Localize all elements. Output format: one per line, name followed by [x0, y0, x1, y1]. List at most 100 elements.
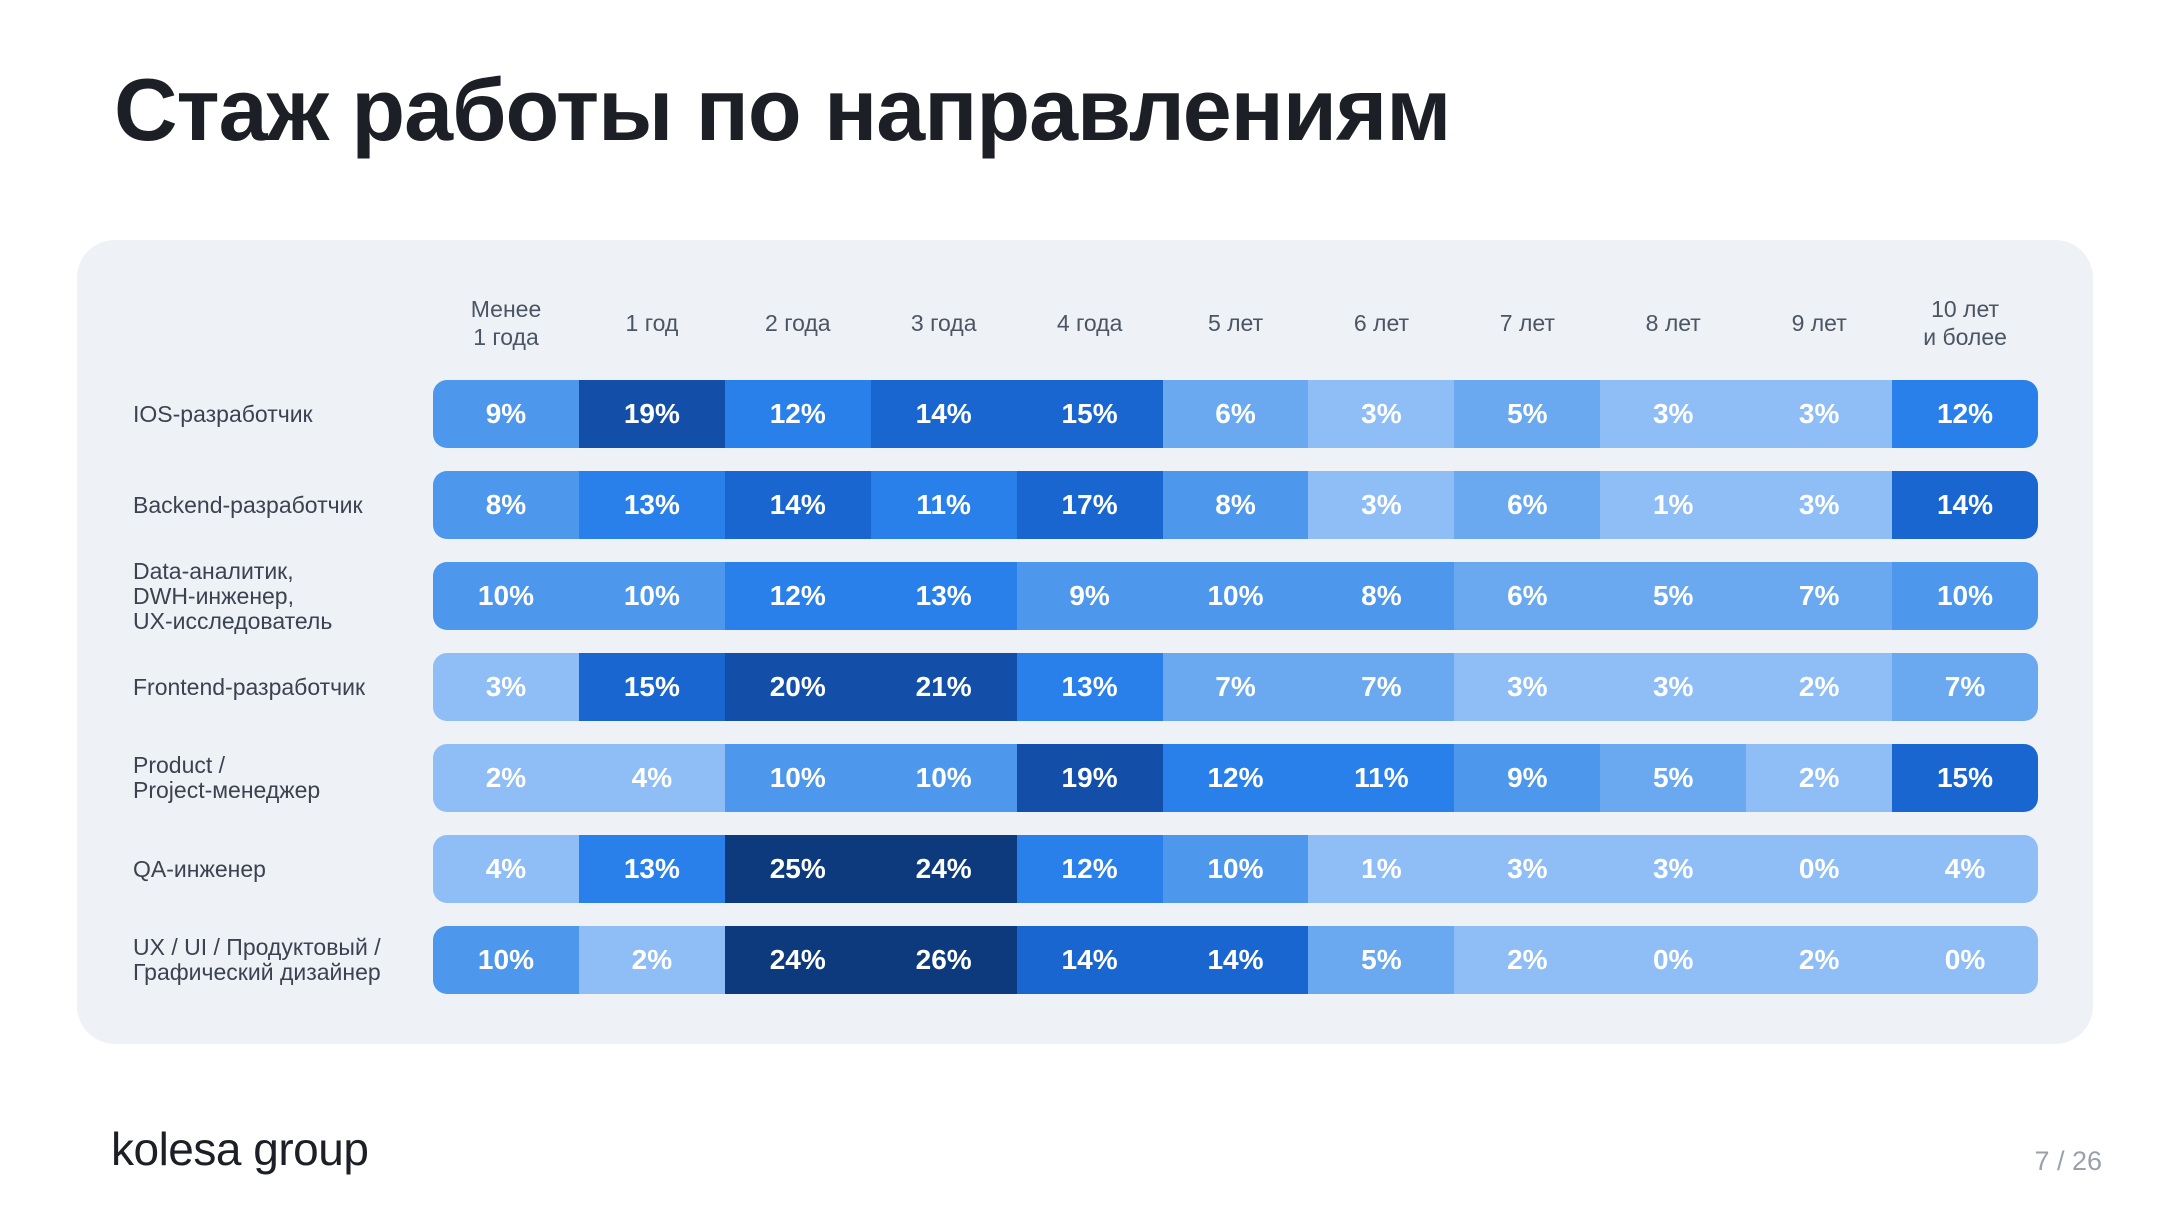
heatmap-cell: 15%	[1016, 380, 1163, 448]
heatmap-cell: 3%	[1600, 835, 1747, 903]
heatmap-row: 9% 19% 12% 14% 15% 6% 3% 5% 3% 3% 12%	[433, 380, 2038, 448]
heatmap-cell: 24%	[724, 926, 871, 994]
heatmap-cell: 3%	[1308, 471, 1455, 539]
heatmap-cell: 10%	[724, 744, 871, 812]
heatmap-cell: 14%	[724, 471, 871, 539]
row-label: UX / UI / Продуктовый / Графический диза…	[133, 934, 381, 985]
heatmap-cell: 8%	[1308, 562, 1455, 630]
heatmap-cell: 11%	[1308, 744, 1455, 812]
column-header: 10 лет и более	[1923, 296, 2007, 350]
heatmap-cell: 19%	[1016, 744, 1163, 812]
heatmap-cell: 5%	[1600, 562, 1747, 630]
heatmap-cell: 4%	[1892, 835, 2038, 903]
heatmap-cell: 19%	[578, 380, 725, 448]
heatmap-row: 10% 10% 12% 13% 9% 10% 8% 6% 5% 7% 10%	[433, 562, 2038, 630]
heatmap-cell: 1%	[1308, 835, 1455, 903]
heatmap-cell: 3%	[1746, 471, 1893, 539]
heatmap-cell: 0%	[1892, 926, 2038, 994]
heatmap-cell: 12%	[724, 562, 871, 630]
heatmap-cell: 14%	[1892, 471, 2038, 539]
page-title: Стаж работы по направлениям	[114, 60, 1451, 159]
heatmap-cell: 2%	[1454, 926, 1601, 994]
heatmap-cell: 3%	[1308, 380, 1455, 448]
heatmap-cell: 20%	[724, 653, 871, 721]
heatmap-cell: 3%	[1600, 380, 1747, 448]
column-header: 9 лет	[1791, 310, 1847, 336]
heatmap-cell: 3%	[1454, 653, 1601, 721]
column-header: 1 год	[625, 310, 679, 336]
heatmap-cell: 13%	[578, 471, 725, 539]
heatmap-cell: 14%	[1162, 926, 1309, 994]
heatmap-cell: 2%	[433, 744, 579, 812]
row-label: Backend-разработчик	[133, 491, 363, 518]
row-label: QA-инженер	[133, 855, 266, 882]
heatmap-cell: 21%	[870, 653, 1017, 721]
heatmap-cell: 12%	[1892, 380, 2038, 448]
heatmap-cell: 6%	[1454, 562, 1601, 630]
column-header: 4 года	[1056, 310, 1123, 336]
heatmap-cell: 1%	[1600, 471, 1747, 539]
heatmap-cell: 7%	[1892, 653, 2038, 721]
heatmap-cell: 17%	[1016, 471, 1163, 539]
heatmap-cell: 2%	[1746, 653, 1893, 721]
heatmap-cell: 10%	[870, 744, 1017, 812]
heatmap-cell: 0%	[1746, 835, 1893, 903]
heatmap-cell: 8%	[1162, 471, 1309, 539]
heatmap-cell: 15%	[578, 653, 725, 721]
heatmap-cell: 6%	[1454, 471, 1601, 539]
heatmap-cell: 10%	[433, 926, 579, 994]
heatmap-cell: 3%	[1454, 835, 1601, 903]
heatmap-cell: 12%	[724, 380, 871, 448]
heatmap-cell: 6%	[1162, 380, 1309, 448]
page-counter: 7 / 26	[2034, 1146, 2102, 1176]
heatmap-cell: 8%	[433, 471, 579, 539]
heatmap-cell: 25%	[724, 835, 871, 903]
heatmap-row: 8% 13% 14% 11% 17% 8% 3% 6% 1% 3% 14%	[433, 471, 2038, 539]
heatmap-cell: 12%	[1162, 744, 1309, 812]
heatmap-row: 4% 13% 25% 24% 12% 10% 1% 3% 3% 0% 4%	[433, 835, 2038, 903]
heatmap-cell: 9%	[1016, 562, 1163, 630]
row-label: Data-аналитик, DWH-инженер, UX-исследова…	[133, 557, 333, 634]
column-header: 5 лет	[1207, 310, 1264, 336]
heatmap-cell: 4%	[578, 744, 725, 812]
column-header: 3 года	[910, 310, 977, 336]
row-label: Frontend-разработчик	[133, 673, 366, 700]
heatmap-cell: 11%	[870, 471, 1017, 539]
heatmap-cell: 10%	[1892, 562, 2038, 630]
heatmap-cell: 26%	[870, 926, 1017, 994]
column-header: 7 лет	[1499, 310, 1555, 336]
heatmap-cell: 13%	[870, 562, 1017, 630]
heatmap-cell: 2%	[1746, 744, 1893, 812]
column-header: 6 лет	[1353, 310, 1410, 336]
heatmap-cell: 7%	[1746, 562, 1893, 630]
heatmap-cell: 3%	[1746, 380, 1893, 448]
heatmap-cell: 10%	[578, 562, 725, 630]
heatmap-card	[77, 240, 2093, 1044]
heatmap-cell: 10%	[1162, 562, 1309, 630]
heatmap-cell: 7%	[1308, 653, 1455, 721]
heatmap-cell: 10%	[1162, 835, 1309, 903]
kolesa-group-logo: kolesa group	[111, 1123, 369, 1175]
row-label: IOS-разработчик	[133, 400, 313, 427]
heatmap-cell: 24%	[870, 835, 1017, 903]
heatmap-row: 10% 2% 24% 26% 14% 14% 5% 2% 0% 2% 0%	[433, 926, 2038, 994]
heatmap-cell: 9%	[433, 380, 579, 448]
column-header: 8 лет	[1645, 310, 1701, 336]
heatmap-row: 2% 4% 10% 10% 19% 12% 11% 9% 5% 2% 15%	[433, 744, 2038, 812]
heatmap-cell: 5%	[1600, 744, 1747, 812]
heatmap-cell: 15%	[1892, 744, 2038, 812]
column-header: Менее 1 года	[470, 296, 542, 350]
heatmap-cell: 3%	[433, 653, 579, 721]
heatmap-cell: 9%	[1454, 744, 1601, 812]
heatmap-cell: 13%	[578, 835, 725, 903]
heatmap-cell: 5%	[1308, 926, 1455, 994]
heatmap-cell: 3%	[1600, 653, 1747, 721]
heatmap-cell: 2%	[1746, 926, 1893, 994]
heatmap-cell: 14%	[870, 380, 1017, 448]
heatmap-cell: 4%	[433, 835, 579, 903]
heatmap-cell: 10%	[433, 562, 579, 630]
row-label: Product / Project-менеджер	[133, 752, 321, 803]
heatmap-row: 3% 15% 20% 21% 13% 7% 7% 3% 3% 2% 7%	[433, 653, 2038, 721]
heatmap-cell: 12%	[1016, 835, 1163, 903]
column-header: 2 года	[765, 310, 831, 336]
